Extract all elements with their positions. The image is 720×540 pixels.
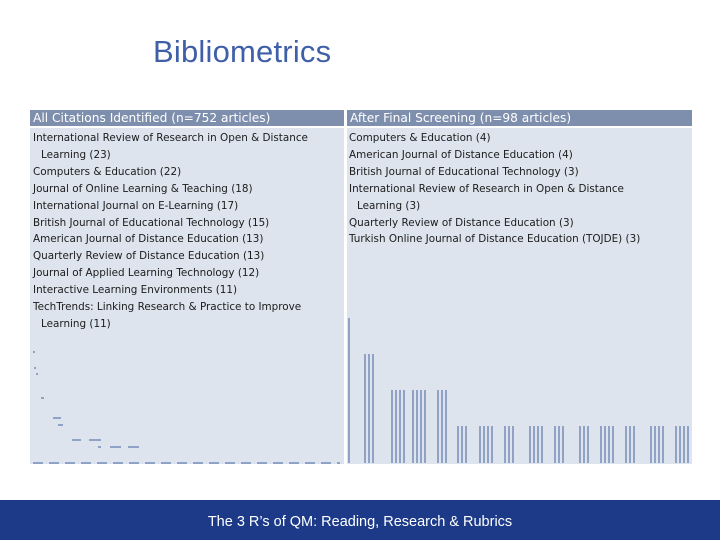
list-item: American Journal of Distance Education (… [33,233,264,246]
list-item: Computers & Education (4) [349,132,491,144]
slide-title: Bibliometrics [153,34,332,69]
left-column-header: All Citations Identified (n=752 articles… [33,111,271,125]
right-column-header: After Final Screening (n=98 articles) [350,111,572,125]
list-item: Computers & Education (22) [33,165,182,178]
list-item: Quarterly Review of Distance Education (… [349,216,574,229]
header-separator [30,126,692,128]
list-item: Journal of Online Learning & Teaching (1… [33,182,253,195]
slide-footer: The 3 R’s of QM: Reading, Research & Rub… [0,500,720,540]
citations-table: All Citations Identified (n=752 articles… [30,110,692,464]
column-divider [344,126,347,464]
list-item: American Journal of Distance Education (… [349,148,573,161]
table-header-row: All Citations Identified (n=752 articles… [30,110,692,126]
final-screening-list: Computers & Education (4) American Journ… [349,130,684,248]
list-item: International Review of Research in Open… [33,132,308,161]
list-item: Turkish Online Journal of Distance Educa… [349,233,641,246]
footer-text: The 3 R’s of QM: Reading, Research & Rub… [207,514,513,530]
header-divider [344,110,347,126]
list-item: Quarterly Review of Distance Education (… [33,250,265,263]
all-citations-list: International Review of Research in Open… [33,130,341,333]
list-item: International Review of Research in Open… [349,182,624,212]
list-item: British Journal of Educational Technolog… [33,216,270,229]
list-item: International Journal on E-Learning (17) [33,199,239,212]
list-item: Interactive Learning Environments (11) [33,284,238,297]
list-item: Journal of Applied Learning Technology (… [33,267,260,280]
list-item: British Journal of Educational Technolog… [349,165,579,178]
list-item: TechTrends: Linking Research & Practice … [33,301,302,330]
